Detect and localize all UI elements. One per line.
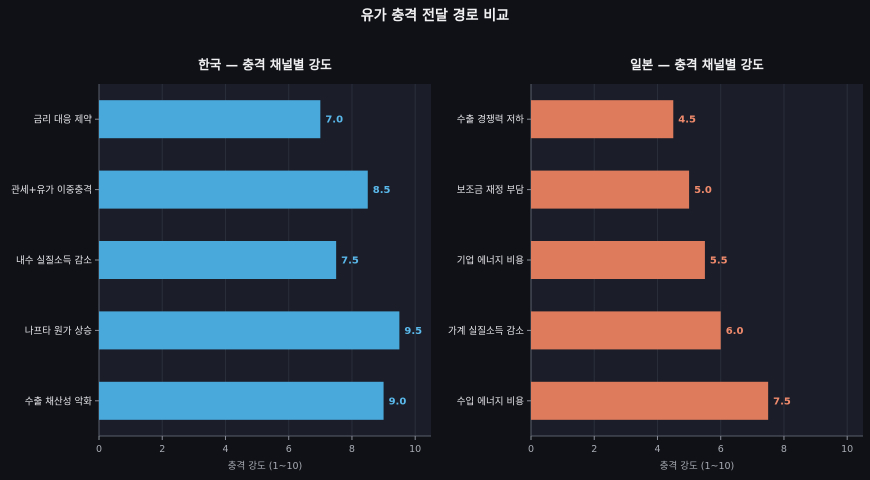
category-label: 내수 실질소득 감소 <box>16 255 92 267</box>
x-tick-label: 4 <box>654 444 660 455</box>
category-label: 수출 채산성 악화 <box>25 395 92 407</box>
x-tick-label: 4 <box>222 444 228 455</box>
category-label: 가계 실질소득 감소 <box>448 325 524 337</box>
panel-title: 한국 — 충격 채널별 강도 <box>198 57 332 72</box>
data-label: 9.5 <box>404 326 422 337</box>
x-tick-label: 2 <box>159 444 165 455</box>
x-tick-label: 8 <box>349 444 355 455</box>
category-label: 나프타 원가 상승 <box>25 326 92 337</box>
data-label: 9.0 <box>389 396 407 407</box>
data-label: 5.5 <box>710 256 728 267</box>
x-tick-label: 6 <box>286 444 292 455</box>
figure-title: 유가 충격 전달 경로 비교 <box>361 7 509 24</box>
x-tick-label: 2 <box>591 444 597 455</box>
bar <box>99 100 321 139</box>
category-label: 금리 대응 제약 <box>34 114 93 126</box>
x-tick-label: 6 <box>718 444 724 455</box>
bar <box>99 311 400 350</box>
category-label: 보조금 재정 부담 <box>457 184 524 196</box>
bar <box>99 240 337 280</box>
bar <box>531 381 769 420</box>
bar <box>99 170 368 209</box>
panel-title: 일본 — 충격 채널별 강도 <box>630 57 764 72</box>
category-label: 수출 경쟁력 저하 <box>457 114 524 126</box>
x-tick-label: 10 <box>841 444 853 455</box>
data-label: 8.5 <box>373 185 391 196</box>
x-tick-label: 8 <box>781 444 787 455</box>
category-label: 기업 에너지 비용 <box>457 255 524 267</box>
data-label: 7.5 <box>341 256 359 267</box>
category-label: 관세+유가 이중충격 <box>11 184 92 196</box>
category-label: 수입 에너지 비용 <box>457 395 524 407</box>
x-axis-label: 충격 강도 (1~10) <box>228 460 303 472</box>
x-axis-label: 충격 강도 (1~10) <box>660 460 735 472</box>
bar <box>99 381 384 420</box>
x-tick-label: 0 <box>96 444 102 455</box>
x-tick-label: 10 <box>409 444 421 455</box>
bar <box>531 240 705 280</box>
bar <box>531 311 721 350</box>
bar <box>531 170 690 209</box>
data-label: 6.0 <box>726 326 744 337</box>
bar <box>531 100 674 139</box>
data-label: 7.5 <box>773 396 791 407</box>
data-label: 7.0 <box>325 115 343 126</box>
data-label: 4.5 <box>678 115 696 126</box>
data-label: 5.0 <box>694 185 712 196</box>
x-tick-label: 0 <box>528 444 534 455</box>
